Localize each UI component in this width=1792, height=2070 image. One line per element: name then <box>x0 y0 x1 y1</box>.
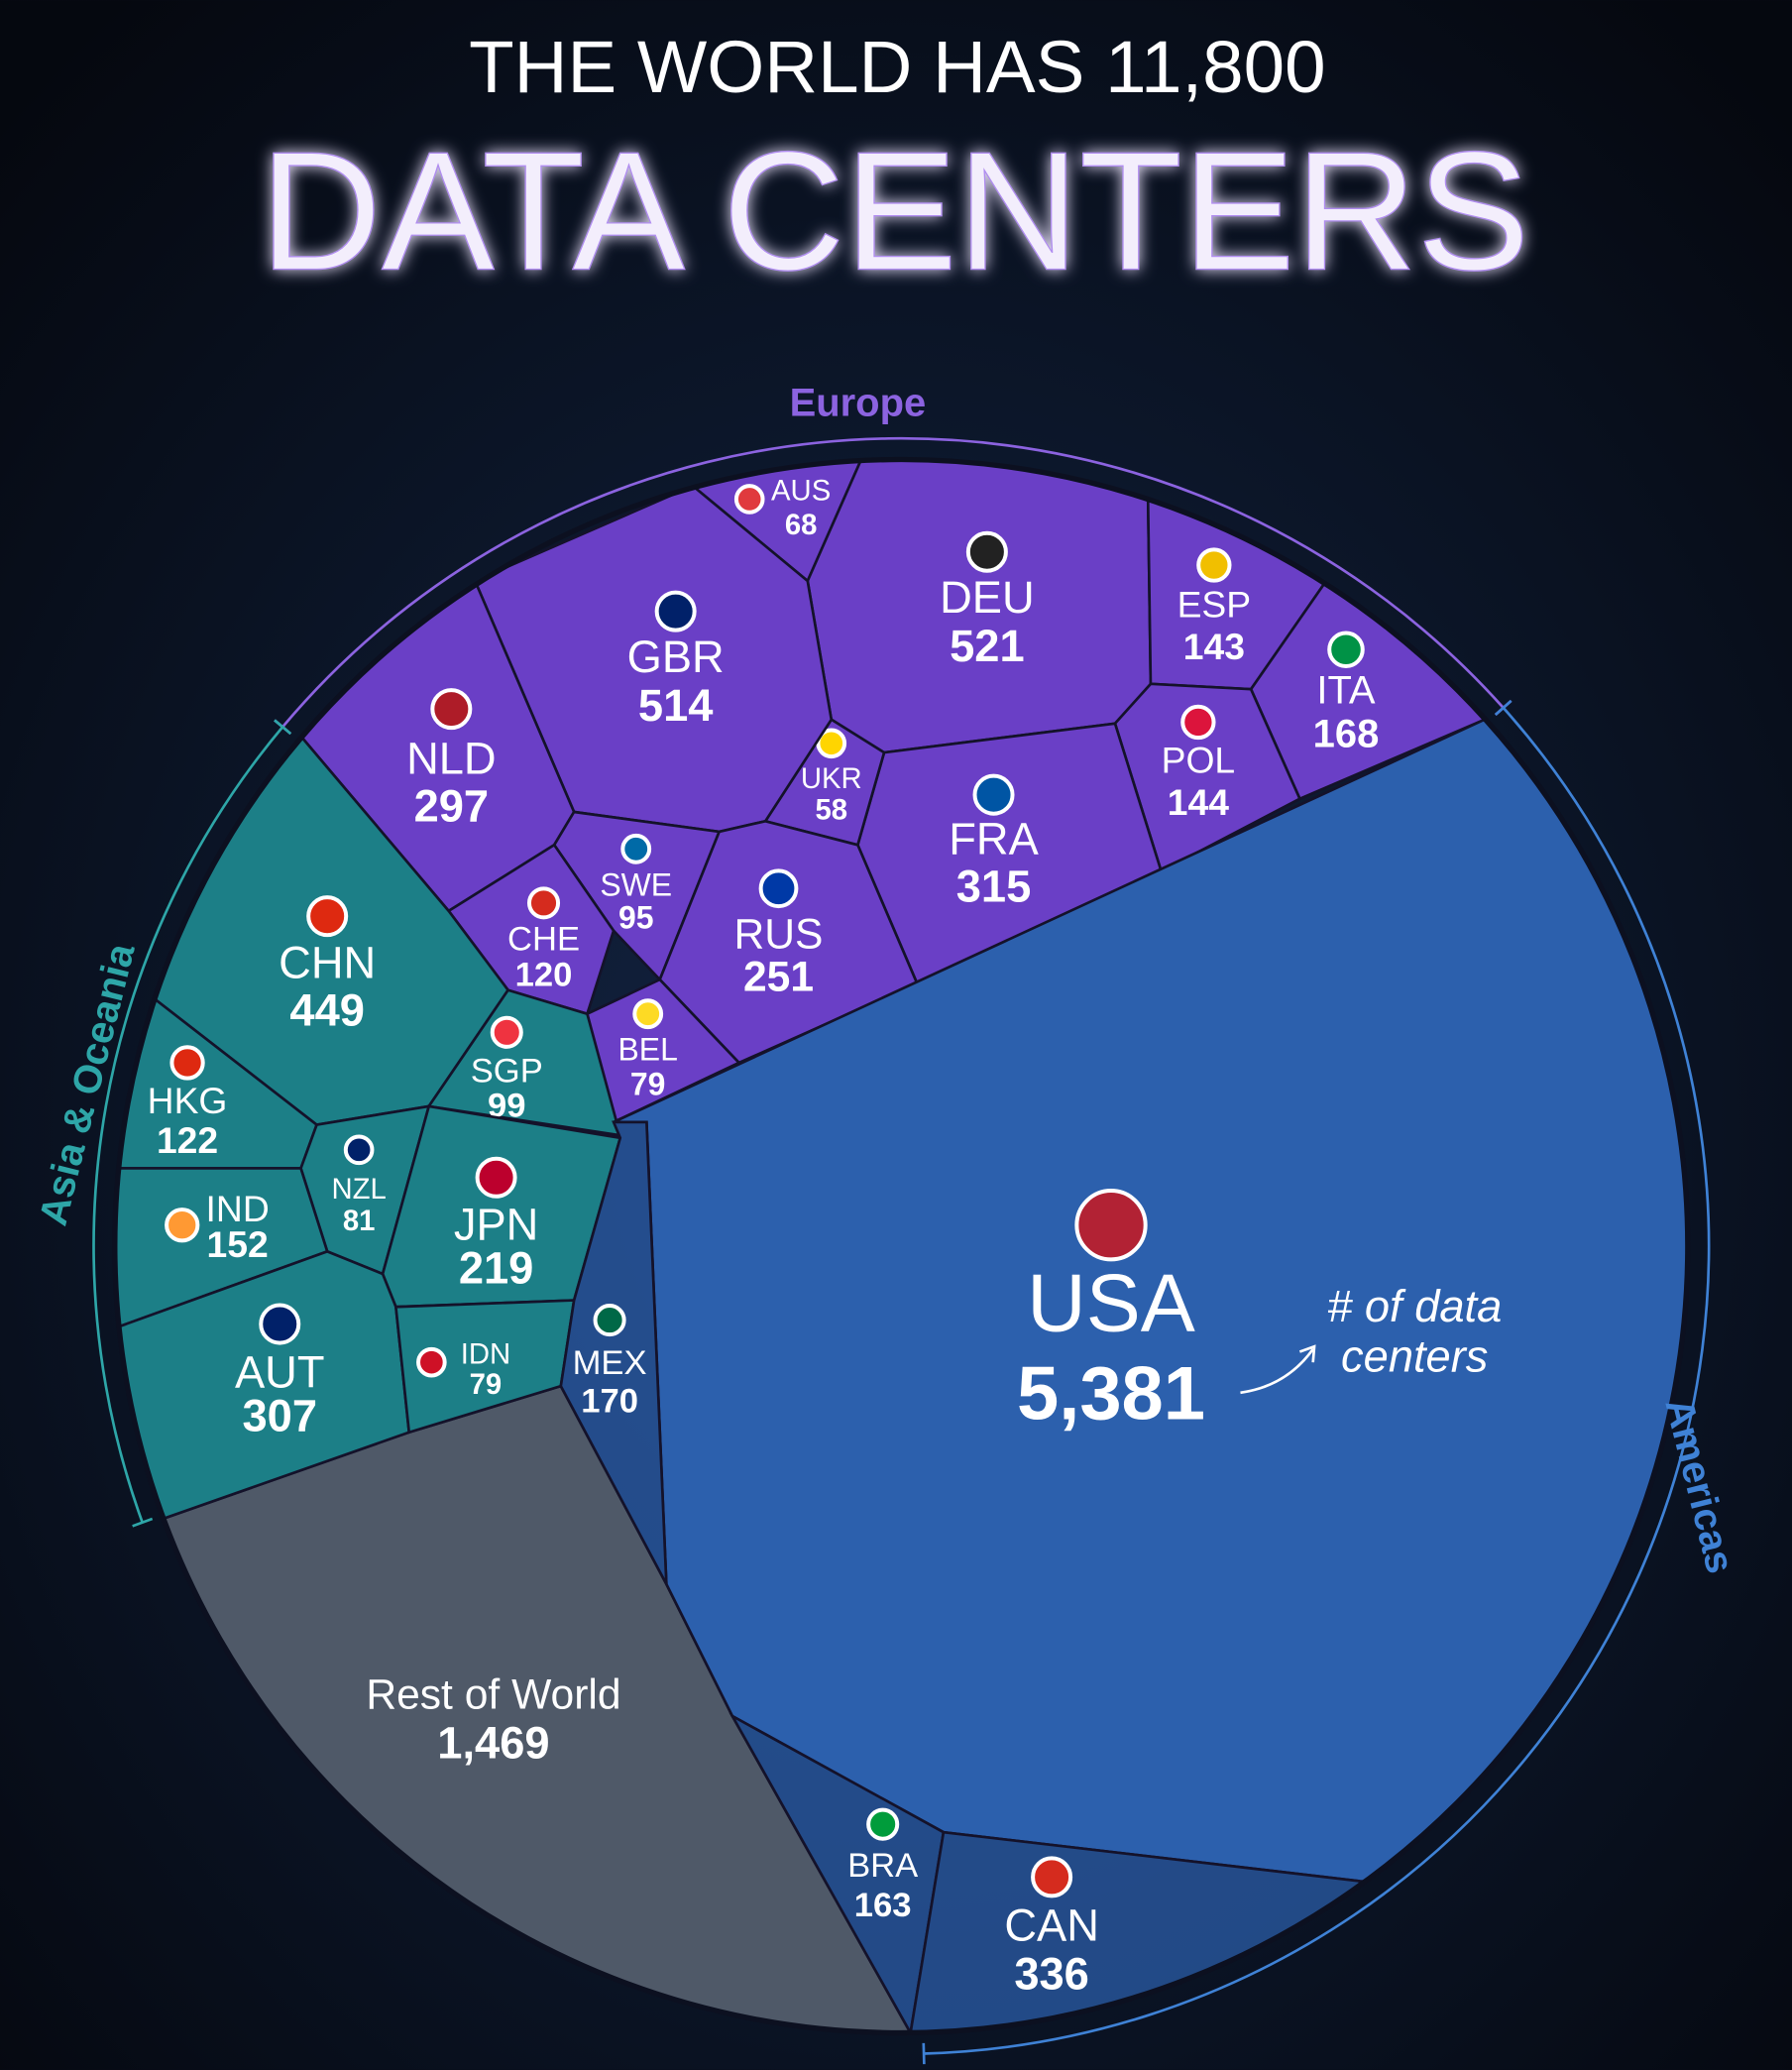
annotation-arrow <box>1240 1344 1316 1395</box>
cell-label: SWE <box>600 866 672 902</box>
flag <box>343 1134 375 1166</box>
subtitle: DATA CENTERS <box>260 118 1529 306</box>
flag <box>816 728 847 759</box>
flag <box>620 833 652 864</box>
cell-value: 5,381 <box>1017 1352 1205 1437</box>
flag <box>866 1807 900 1841</box>
cell <box>559 1120 668 1585</box>
flag <box>965 530 1008 573</box>
cell-value: 95 <box>618 900 654 936</box>
title: THE WORLD HAS 11,800 <box>469 26 1325 108</box>
cell-label: BRA <box>847 1847 919 1885</box>
cell-value: 79 <box>470 1368 503 1401</box>
cell-label: FRA <box>949 814 1039 864</box>
cell-value: 521 <box>950 621 1025 671</box>
region-arc-end <box>132 1517 154 1528</box>
flag <box>1031 1856 1073 1898</box>
region-arc <box>92 726 284 1524</box>
cell-label: DEU <box>940 572 1035 623</box>
cell-label: HKG <box>148 1080 228 1121</box>
annotation: # of data <box>1327 1281 1502 1331</box>
flag <box>1196 547 1232 583</box>
cell-label: JPN <box>454 1199 539 1249</box>
cell-label: GBR <box>627 632 725 682</box>
cell-label: CAN <box>1004 1899 1099 1950</box>
cell-value: 251 <box>743 953 814 1000</box>
cell-value: 297 <box>414 780 490 831</box>
cell-label: BEL <box>618 1032 678 1068</box>
flag <box>632 998 664 1030</box>
region-label: Europe <box>790 381 927 424</box>
cell-label: MEX <box>573 1344 647 1382</box>
region-arc-end <box>1494 699 1512 717</box>
cell-value: 315 <box>956 862 1032 912</box>
flag <box>306 895 349 938</box>
flag <box>416 1346 447 1378</box>
flag <box>1327 631 1365 669</box>
cell-label: UKR <box>801 762 862 795</box>
cell-value: 81 <box>343 1205 376 1237</box>
flag <box>169 1045 205 1081</box>
cell-label: USA <box>1027 1258 1195 1349</box>
flag <box>490 1015 523 1049</box>
cell-value: 58 <box>815 794 847 827</box>
cell <box>1113 682 1302 873</box>
flag <box>1074 1189 1148 1262</box>
annotation: centers <box>1341 1330 1488 1381</box>
cell-value: 143 <box>1183 626 1245 667</box>
cell-label: ESP <box>1177 583 1252 625</box>
cell-label: CHN <box>279 938 376 988</box>
region-arc <box>281 436 1505 729</box>
cell-value: 163 <box>854 1887 912 1924</box>
cell-value: 219 <box>459 1242 534 1293</box>
cell-value: 1,469 <box>437 1718 549 1769</box>
flag <box>733 484 765 515</box>
cell-label: AUS <box>771 475 831 508</box>
cell-label: SGP <box>471 1053 543 1091</box>
region-arc-end <box>922 2042 926 2065</box>
flag <box>972 773 1015 816</box>
cells: Rest of World1,469AUS68DEU521ESP143ITA16… <box>114 459 1688 2033</box>
cell-label: POL <box>1162 740 1236 781</box>
flag <box>475 1156 517 1199</box>
cell-label: RUS <box>734 911 824 959</box>
cell-label: NZL <box>331 1173 386 1206</box>
cell-label: ITA <box>1316 669 1376 713</box>
flag <box>165 1208 200 1243</box>
cell-value: 449 <box>289 985 365 1036</box>
cell-label: AUT <box>235 1346 324 1397</box>
cell-label: Rest of World <box>366 1671 620 1719</box>
cell-label: IND <box>206 1188 270 1229</box>
cell-value: 168 <box>1313 713 1380 756</box>
flag <box>1180 704 1216 741</box>
region-arc <box>924 707 1711 2055</box>
cell-value: 307 <box>243 1390 318 1440</box>
cell-value: 514 <box>638 680 714 731</box>
cell-label: CHE <box>507 921 580 959</box>
cell-value: 170 <box>581 1383 638 1421</box>
flag <box>259 1303 301 1345</box>
cell-label: NLD <box>406 733 497 783</box>
cell-value: 79 <box>630 1066 666 1101</box>
cell <box>909 1830 1454 2033</box>
flag <box>593 1304 626 1337</box>
flag <box>430 688 473 731</box>
flag <box>758 868 799 909</box>
cell-label: IDN <box>461 1337 510 1370</box>
cell-value: 120 <box>515 957 573 994</box>
cell-value: 336 <box>1014 1949 1089 2000</box>
region-arc-end <box>274 719 292 736</box>
cell-value: 122 <box>157 1119 218 1161</box>
cell-value: 144 <box>1168 781 1229 823</box>
disc-border <box>112 456 1691 2036</box>
cell-value: 152 <box>207 1223 269 1265</box>
flag <box>654 590 697 632</box>
flag <box>526 886 561 920</box>
cell-value: 68 <box>785 509 818 541</box>
